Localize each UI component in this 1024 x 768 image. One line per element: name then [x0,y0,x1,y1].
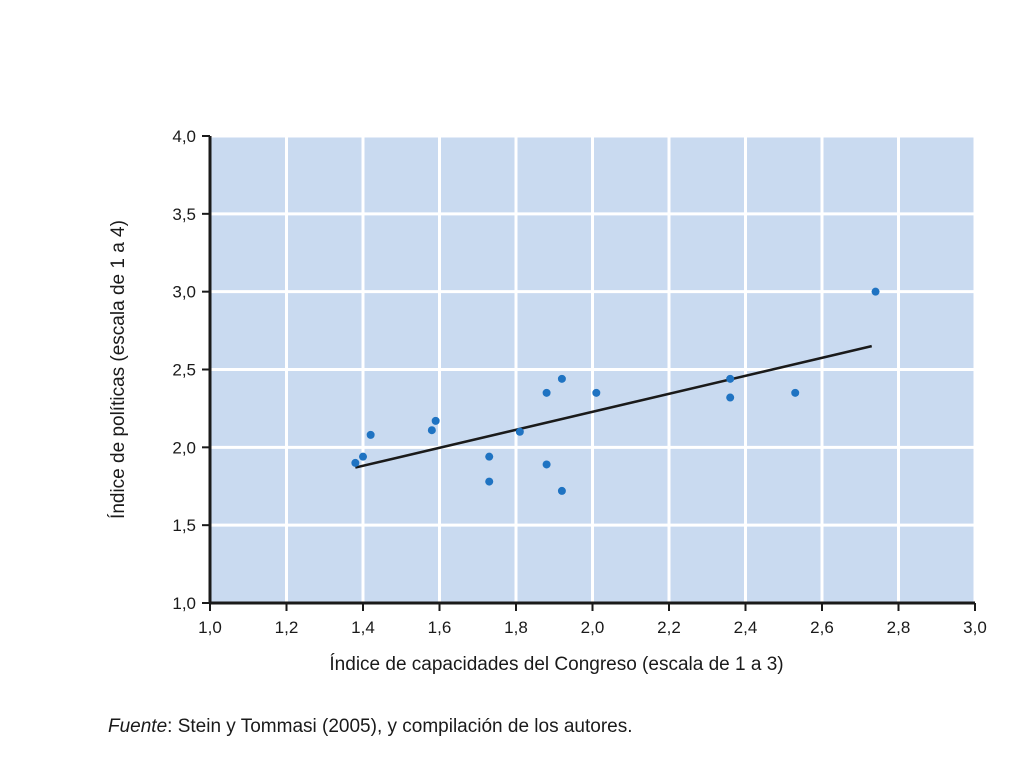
data-point [592,388,601,397]
trend-line [355,344,873,469]
x-tick-label: 1,0 [198,618,222,637]
data-point [485,477,494,486]
data-point [515,427,524,436]
data-point [351,458,360,467]
data-point [557,374,566,383]
x-tick-label: 3,0 [963,618,987,637]
y-tick-label: 1,0 [172,594,196,613]
x-tick-label: 2,4 [734,618,758,637]
data-point [485,452,494,461]
data-point [542,388,551,397]
y-tick-label: 2,0 [172,438,196,457]
y-tick-label: 4,0 [172,127,196,146]
y-tick-label: 2,5 [172,361,196,380]
data-point [366,430,375,439]
x-tick-label: 1,2 [275,618,299,637]
source-text: : Stein y Tommasi (2005), y compilación … [167,716,633,737]
data-point [431,416,440,425]
data-point [359,452,367,461]
data-point [427,426,436,435]
y-tick-label: 3,0 [172,283,196,302]
trend-line-group [355,344,873,469]
x-tick-label: 1,4 [351,618,375,637]
y-tick-label: 3,5 [172,205,196,224]
data-point [726,374,735,383]
y-axis-ticks: 1,0 1,5 2,0 2,5 3,0 3,5 4,0 [172,127,210,613]
data-point [557,486,566,495]
x-tick-label: 2,8 [887,618,911,637]
x-axis-title: Índice de capacidades del Congreso (esca… [329,654,783,675]
x-tick-label: 1,6 [428,618,452,637]
x-tick-label: 2,0 [581,618,605,637]
y-axis-title: Índice de políticas (escala de 1 a 4) [108,220,129,519]
x-axis-ticks: 1,0 1,2 1,4 1,6 1,8 2,0 2,2 2,4 2,6 2,8 3,0 [198,603,987,637]
data-points [351,287,880,495]
source-note: Fuente: Stein y Tommasi (2005), y compil… [108,716,633,738]
source-lead: Fuente [108,716,168,737]
x-tick-label: 2,2 [657,618,681,637]
y-tick-label: 1,5 [172,516,196,535]
data-point [791,388,800,397]
x-tick-label: 2,6 [810,618,834,637]
x-tick-label: 1,8 [504,618,528,637]
grid-lines [210,134,977,603]
data-point [726,393,735,402]
data-point [542,460,551,469]
data-point [871,287,880,296]
